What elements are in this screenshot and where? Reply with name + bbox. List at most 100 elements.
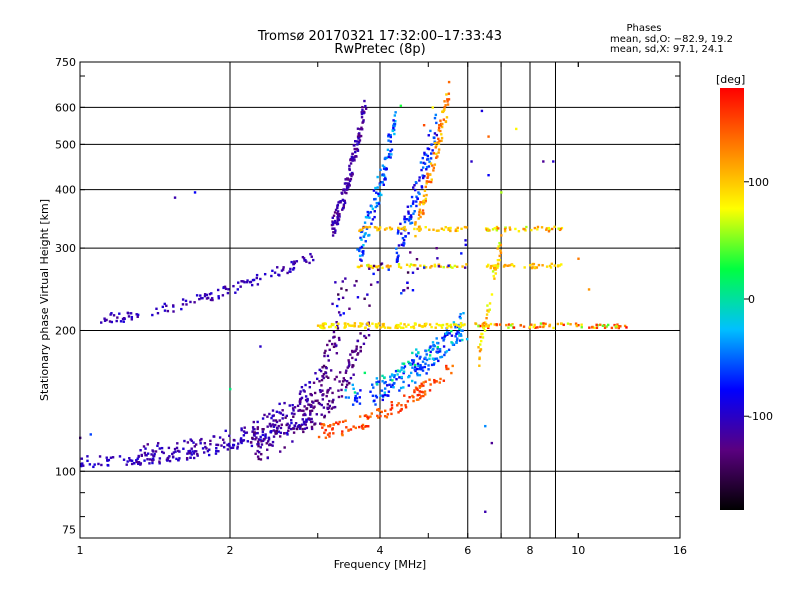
data-point xyxy=(495,229,499,232)
data-point xyxy=(460,329,463,332)
data-point xyxy=(391,383,394,387)
colorbar-label: [deg] xyxy=(716,73,745,86)
data-point xyxy=(512,264,516,268)
data-point xyxy=(322,325,325,328)
data-point xyxy=(270,416,273,420)
data-point xyxy=(305,260,308,263)
data-point xyxy=(361,322,364,326)
data-point xyxy=(547,226,551,230)
data-point xyxy=(446,100,449,103)
data-point xyxy=(340,395,344,398)
data-point xyxy=(387,268,390,271)
data-point xyxy=(438,348,442,351)
data-point xyxy=(356,353,359,356)
data-point xyxy=(463,225,467,229)
data-point xyxy=(407,232,410,235)
data-point xyxy=(357,325,361,328)
data-point xyxy=(312,258,315,262)
data-point xyxy=(335,344,338,347)
data-point xyxy=(221,294,225,297)
data-point xyxy=(363,297,366,300)
data-point xyxy=(456,330,459,334)
data-point xyxy=(436,257,439,260)
data-point xyxy=(377,227,381,231)
data-point xyxy=(444,120,448,123)
data-point xyxy=(360,424,364,428)
data-point xyxy=(105,456,108,459)
data-point xyxy=(479,343,482,346)
data-point xyxy=(413,227,416,231)
data-point xyxy=(259,435,262,439)
data-point xyxy=(368,304,371,307)
data-point xyxy=(389,375,392,378)
data-point xyxy=(419,366,422,369)
data-point xyxy=(203,294,207,298)
data-point xyxy=(418,373,422,377)
data-point xyxy=(484,424,487,428)
data-point xyxy=(358,415,362,418)
data-point xyxy=(323,415,326,419)
data-point xyxy=(499,243,503,247)
data-point xyxy=(307,403,310,406)
data-point xyxy=(439,265,442,268)
data-point xyxy=(536,228,539,231)
data-point xyxy=(346,188,349,191)
data-point xyxy=(458,327,461,331)
data-point xyxy=(305,426,309,430)
data-point xyxy=(359,264,363,268)
data-point xyxy=(313,391,317,395)
data-point xyxy=(383,228,387,231)
data-point xyxy=(350,155,354,159)
data-point xyxy=(423,162,427,165)
data-point xyxy=(440,355,444,359)
data-point xyxy=(135,459,138,462)
data-point xyxy=(381,325,385,328)
data-point xyxy=(226,443,229,447)
data-point xyxy=(402,326,405,330)
data-point xyxy=(241,439,244,443)
data-point xyxy=(420,186,424,189)
data-point xyxy=(79,464,83,468)
data-point xyxy=(303,390,306,393)
data-point xyxy=(317,435,321,439)
data-point xyxy=(330,407,333,410)
data-point xyxy=(425,180,429,183)
data-point xyxy=(403,215,406,218)
data-point xyxy=(358,249,361,253)
data-point xyxy=(337,201,340,204)
data-point xyxy=(429,345,432,348)
data-point xyxy=(211,298,214,302)
data-point xyxy=(430,143,433,146)
data-point xyxy=(332,406,335,409)
data-point xyxy=(135,460,139,464)
data-point xyxy=(456,226,459,230)
data-point xyxy=(344,277,347,280)
data-point xyxy=(332,398,335,402)
data-point xyxy=(528,325,532,329)
data-point xyxy=(545,265,549,268)
data-point xyxy=(410,326,413,329)
data-point xyxy=(499,251,503,254)
data-point xyxy=(396,373,399,376)
data-point xyxy=(377,265,380,268)
data-point xyxy=(193,445,196,448)
data-point xyxy=(346,366,349,369)
data-point xyxy=(381,181,384,184)
data-point xyxy=(427,348,431,352)
data-point xyxy=(442,345,446,348)
data-point xyxy=(288,424,291,427)
data-point xyxy=(325,394,328,398)
data-point xyxy=(336,212,339,215)
data-point xyxy=(302,430,305,434)
data-point xyxy=(437,129,441,132)
data-point xyxy=(290,421,293,425)
data-point xyxy=(292,415,295,418)
data-point xyxy=(413,365,417,369)
data-point xyxy=(363,99,366,103)
data-point xyxy=(256,420,259,424)
data-point xyxy=(362,427,365,430)
data-point xyxy=(352,387,355,391)
data-point xyxy=(266,456,269,460)
data-point xyxy=(444,351,447,354)
data-point xyxy=(130,315,134,319)
